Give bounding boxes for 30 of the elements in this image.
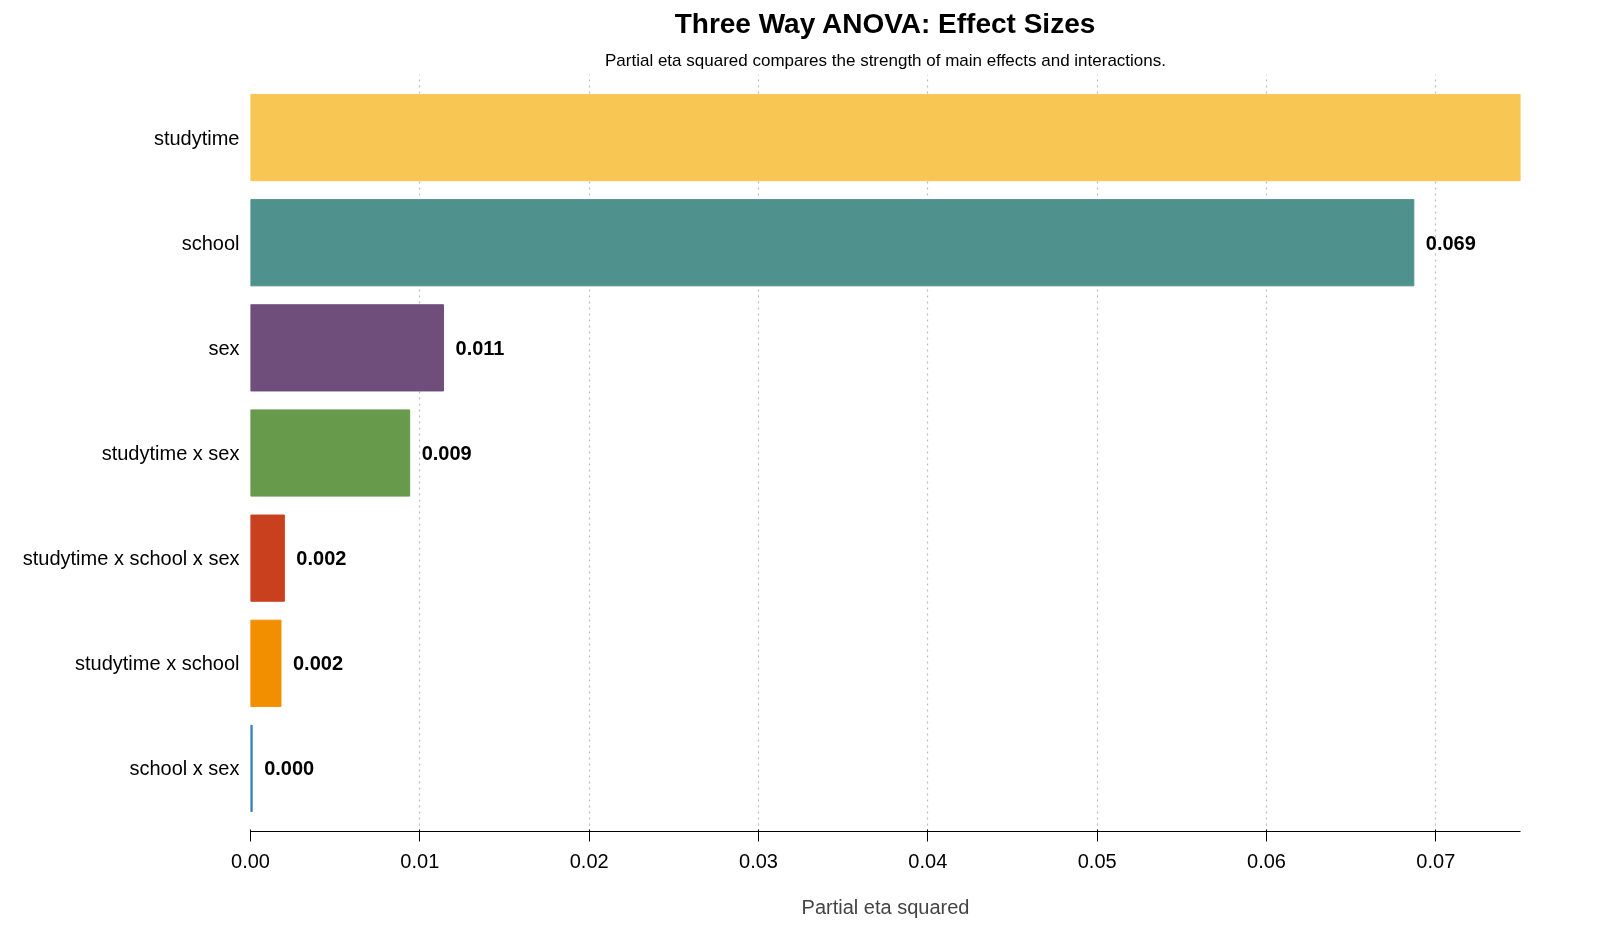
data-label: 0.002: [292, 652, 344, 675]
bar: [250, 93, 1521, 182]
y-tick-label: studytime x sex: [101, 442, 240, 464]
x-tick-label: 0.06: [1247, 849, 1286, 872]
data-label: 0.000: [264, 757, 315, 780]
x-tick-label: 0.00: [231, 849, 270, 872]
bar: [250, 619, 282, 707]
y-tick-label: studytime x school x sex: [22, 547, 240, 570]
x-tick-label: 0.01: [400, 849, 440, 872]
x-tick-label: 0.05: [1077, 849, 1117, 872]
y-tick-label: studytime x school: [74, 652, 240, 675]
y-tick-label: school: [181, 231, 240, 254]
x-tick-label: 0.02: [569, 849, 609, 872]
bar: [250, 409, 411, 497]
y-tick-label: sex: [208, 336, 240, 359]
x-tick-label: 0.03: [739, 849, 778, 872]
bar: [250, 199, 1415, 287]
data-label: 0.002: [296, 547, 347, 570]
chart-title: Three Way ANOVA: Effect Sizes: [674, 7, 1096, 39]
bar: [250, 304, 445, 392]
x-tick-label: 0.04: [908, 849, 948, 872]
chart-subtitle: Partial eta squared compares the strength of main effects and interactions.: [605, 50, 1166, 70]
x-tick-label: 0.07: [1416, 849, 1456, 872]
x-axis-title: Partial eta squared: [801, 895, 970, 918]
data-label: 0.011: [455, 336, 505, 359]
y-tick-label: school x sex: [129, 757, 240, 780]
y-tick-label: studytime: [153, 126, 240, 149]
data-label: 0.069: [1425, 231, 1476, 254]
data-label: 0.009: [421, 442, 472, 464]
bar: [250, 514, 285, 602]
